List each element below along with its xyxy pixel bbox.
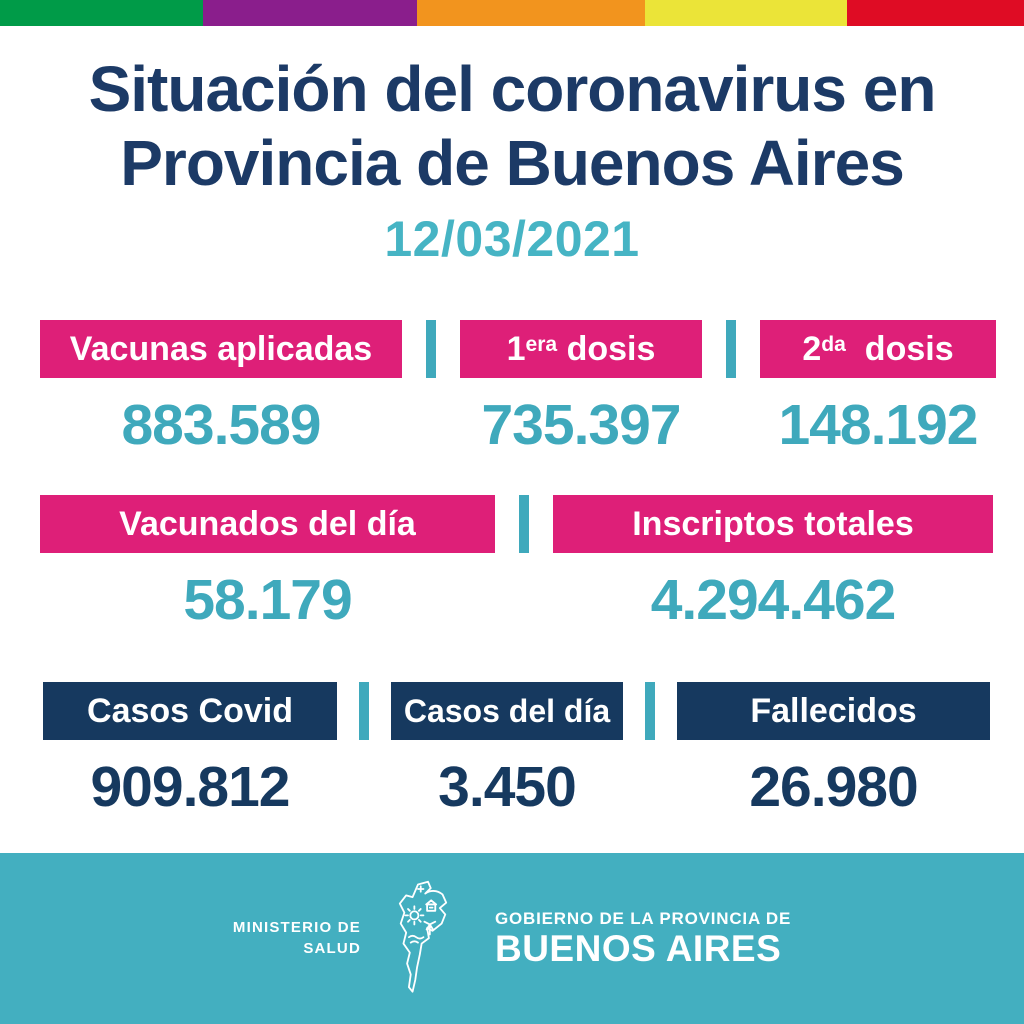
stripe-segment-green — [0, 0, 203, 26]
value-casos-covid: 909.812 — [90, 755, 290, 819]
stats-row-cases: Casos Covid 909.812 Casos del día 3.450 … — [43, 682, 990, 820]
stat-segunda-dosis: 2 da dosis 148.192 — [760, 320, 996, 458]
page-title: Situación del coronavirus en Provincia d… — [0, 52, 1024, 200]
government-label: GOBIERNO DE LA PROVINCIA DE BUENOS AIRES — [494, 909, 792, 969]
stat-fallecidos: Fallecidos 26.980 — [677, 682, 990, 820]
waves-icon — [407, 934, 425, 944]
house-icon — [425, 898, 438, 912]
divider — [426, 320, 436, 378]
badge-segunda-dosis: 2 da dosis — [760, 320, 996, 378]
stripe-segment-yellow — [645, 0, 847, 26]
badge-primera-dosis: 1 era dosis — [460, 320, 702, 378]
stat-inscriptos-totales: Inscriptos totales 4.294.462 — [553, 495, 993, 633]
divider — [519, 495, 529, 553]
value-vacunados-del-dia: 58.179 — [183, 568, 352, 632]
badge-casos-del-dia: Casos del día — [391, 682, 623, 740]
value-fallecidos: 26.980 — [749, 755, 918, 819]
sunflower-icon — [409, 909, 420, 920]
divider — [645, 682, 655, 740]
value-primera-dosis: 735.397 — [481, 393, 681, 457]
cross-icon — [417, 884, 425, 893]
ministry-label: MINISTERIO DE SALUD — [232, 919, 361, 957]
stat-primera-dosis: 1 era dosis 735.397 — [460, 320, 702, 458]
badge-vacunas-aplicadas: Vacunas aplicadas — [40, 320, 402, 378]
report-date: 12/03/2021 — [384, 211, 640, 267]
buenos-aires-province-map-icon — [398, 880, 448, 993]
rainbow-stripe — [0, 0, 1024, 26]
stat-vacunas-aplicadas: Vacunas aplicadas 883.589 — [40, 320, 402, 458]
stat-casos-covid: Casos Covid 909.812 — [43, 682, 337, 820]
divider — [726, 320, 736, 378]
badge-vacunados-del-dia: Vacunados del día — [40, 495, 495, 553]
stats-row-registration: Vacunados del día 58.179 Inscriptos tota… — [40, 495, 993, 633]
windmill-icon — [423, 920, 437, 935]
title-line-1: Situación del coronavirus en — [88, 53, 937, 125]
stripe-segment-red — [847, 0, 1024, 26]
stripe-segment-purple — [203, 0, 417, 26]
badge-fallecidos: Fallecidos — [677, 682, 990, 740]
stat-casos-del-dia: Casos del día 3.450 — [391, 682, 623, 820]
title-line-2: Provincia de Buenos Aires — [120, 127, 905, 200]
stripe-segment-orange — [417, 0, 645, 26]
divider — [359, 682, 369, 740]
stat-vacunados-del-dia: Vacunados del día 58.179 — [40, 495, 495, 633]
stats-row-vaccines: Vacunas aplicadas 883.589 1 era dosis 735… — [40, 320, 996, 458]
badge-inscriptos-totales: Inscriptos totales — [553, 495, 993, 553]
sunflower-rays — [404, 904, 425, 925]
value-vacunas-aplicadas: 883.589 — [121, 393, 321, 457]
badge-casos-covid: Casos Covid — [43, 682, 337, 740]
value-casos-del-dia: 3.450 — [438, 755, 577, 819]
footer-banner: MINISTERIO DE SALUD GOBIERNO DE LA PROVI… — [0, 853, 1024, 1024]
value-segunda-dosis: 148.192 — [778, 393, 978, 457]
value-inscriptos-totales: 4.294.462 — [650, 568, 897, 632]
